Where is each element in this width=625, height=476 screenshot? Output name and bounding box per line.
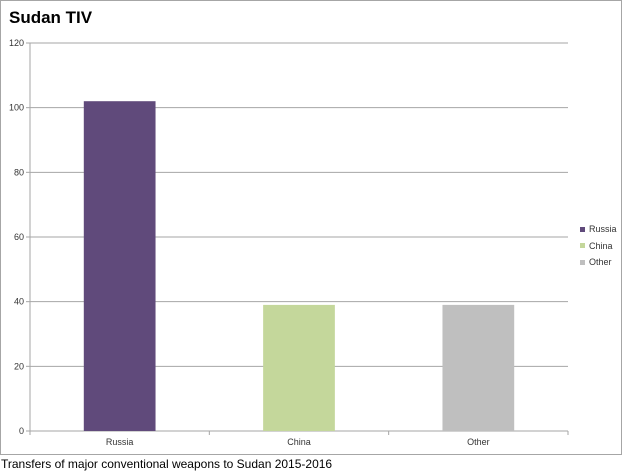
legend-label-other: Other <box>589 257 612 268</box>
y-tick-label-80: 80 <box>14 167 24 177</box>
y-tick-label-40: 40 <box>14 297 24 307</box>
bar-russia <box>83 101 156 431</box>
legend-swatch-other <box>580 259 585 265</box>
bar-china <box>263 304 335 431</box>
y-tick-label-100: 100 <box>9 103 24 113</box>
y-tick-label-20: 20 <box>14 361 24 371</box>
y-tick-label-60: 60 <box>14 232 24 242</box>
x-tick-label-china: China <box>287 437 311 447</box>
legend-swatch-russia <box>580 226 585 232</box>
legend-item-other: Other <box>580 254 617 271</box>
legend-label-china: China <box>589 240 613 251</box>
bar-other <box>442 304 515 431</box>
y-tick-label-120: 120 <box>9 38 24 48</box>
x-tick-label-other: Other <box>467 437 490 447</box>
legend-label-russia: Russia <box>589 224 617 235</box>
legend-item-china: China <box>580 238 617 255</box>
figure-caption: Transfers of major conventional weapons … <box>1 457 333 471</box>
legend-item-russia: Russia <box>580 221 617 238</box>
legend-swatch-china <box>580 243 585 249</box>
legend: Russia China Other <box>580 221 617 271</box>
y-tick-label-0: 0 <box>19 426 24 436</box>
x-tick-label-russia: Russia <box>106 437 134 447</box>
chart-title: Sudan TIV <box>9 8 93 27</box>
